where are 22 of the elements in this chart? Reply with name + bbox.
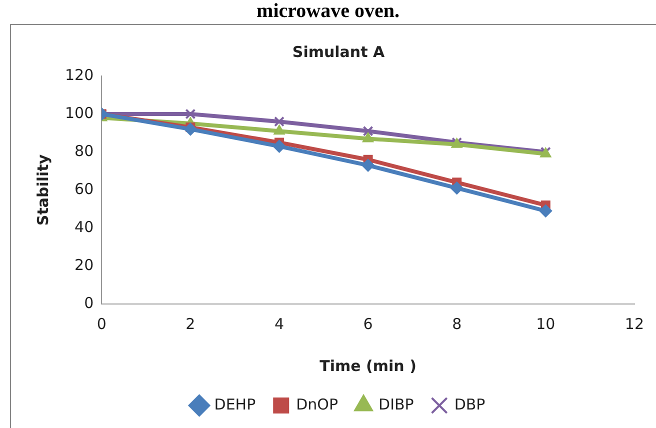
x-tick-label: 8 <box>452 314 462 333</box>
x-tick-label: 4 <box>274 314 284 333</box>
y-tick-label: 40 <box>74 218 94 236</box>
legend-label: DEHP <box>214 395 256 414</box>
y-tick-label: 80 <box>74 142 94 160</box>
x-axis-title: Time (min ) <box>320 356 416 375</box>
x-tick-label: 0 <box>96 314 106 333</box>
y-tick-label: 100 <box>64 104 94 122</box>
legend-label: DIBP <box>378 395 414 414</box>
y-tick-label: 60 <box>74 180 94 198</box>
x-tick-label: 10 <box>536 314 556 333</box>
y-tick-label: 0 <box>84 294 94 312</box>
y-tick-label: 120 <box>64 66 94 84</box>
y-tick-label: 20 <box>74 256 94 274</box>
legend-label: DnOP <box>296 395 338 414</box>
y-axis-title: Stability <box>34 154 52 226</box>
legend-label: DBP <box>454 395 486 414</box>
x-tick-label: 12 <box>624 314 644 333</box>
chart-title: Simulant A <box>292 42 385 61</box>
x-tick-label: 2 <box>186 314 196 333</box>
text: microwave oven. <box>256 0 400 22</box>
x-tick-label: 6 <box>363 314 373 333</box>
